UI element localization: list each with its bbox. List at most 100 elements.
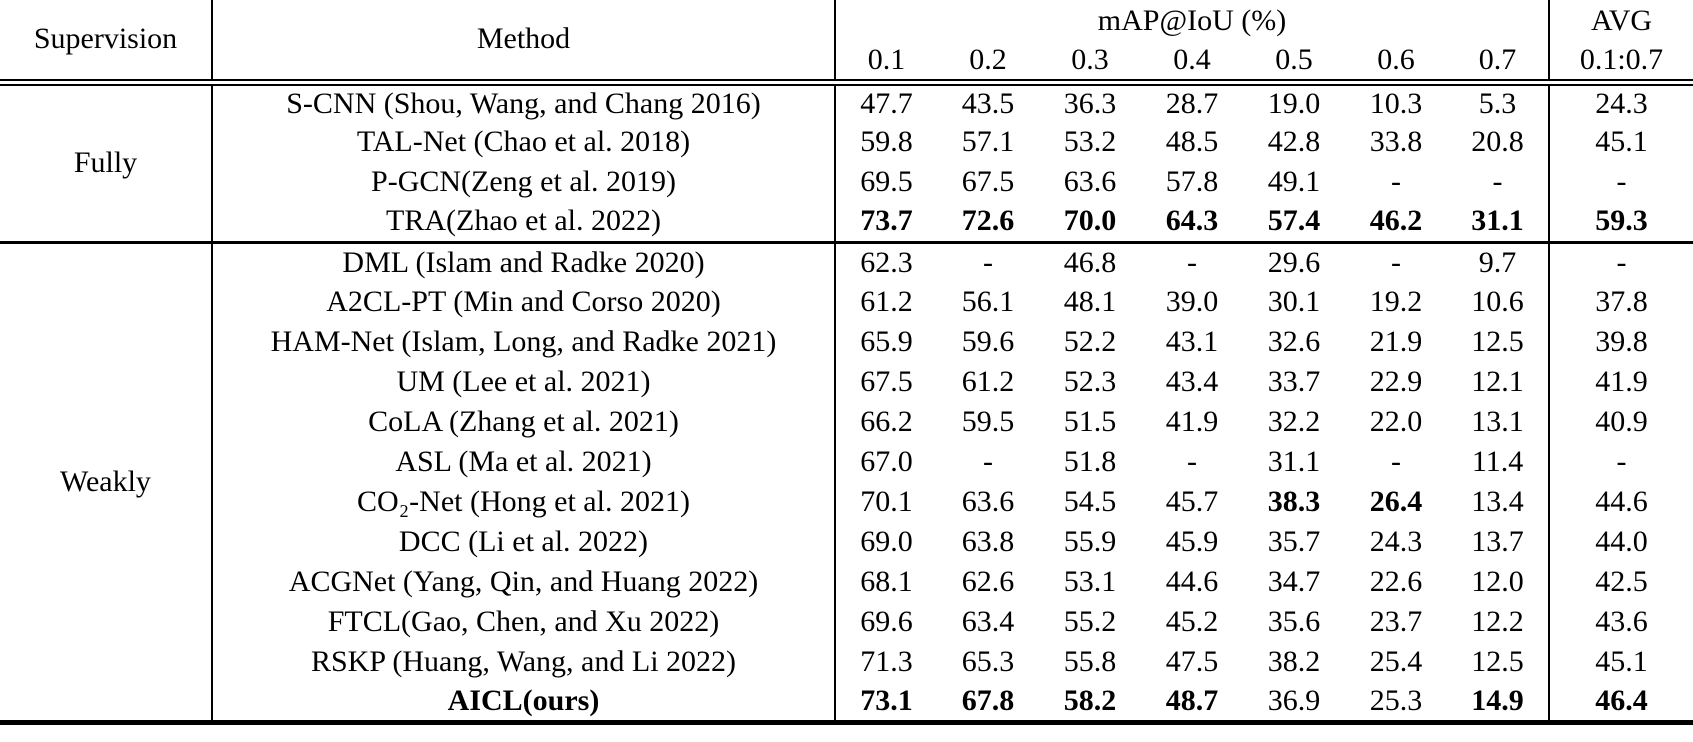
method-cell: UM (Lee et al. 2021) xyxy=(212,362,836,402)
value-cell: 23.7 xyxy=(1369,605,1423,638)
method-cell: P-GCN(Zeng et al. 2019) xyxy=(212,162,836,202)
value-cell: 31.1 xyxy=(1447,202,1551,244)
value-cell: 25.4 xyxy=(1369,645,1423,678)
value-cell: 10.6 xyxy=(1447,282,1551,322)
value-cell: 69.0 xyxy=(860,525,913,558)
value-cell: 67.5 xyxy=(860,365,913,398)
value-cell: - xyxy=(1391,445,1401,478)
value-cell: 49.1 xyxy=(1267,165,1321,198)
avg-value-cell: 40.9 xyxy=(1595,405,1648,438)
method-cell: HAM-Net (Islam, Long, and Radke 2021) xyxy=(212,322,836,362)
value-cell: 32.2 xyxy=(1267,405,1321,438)
value-cell: 63.4 xyxy=(961,605,1015,638)
table-row: HAM-Net (Islam, Long, and Radke 2021) 65.… xyxy=(0,322,1693,362)
value-cell: 61.2 xyxy=(860,285,913,318)
method-cell: DML (Islam and Radke 2020) xyxy=(212,242,836,282)
value-cell: 13.4 xyxy=(1447,482,1551,522)
value-cell: 64.3 xyxy=(1141,202,1243,244)
avg-value-cell: 44.6 xyxy=(1595,485,1648,518)
value-cell: 53.1 xyxy=(1063,565,1117,598)
value-cell: 57.8 xyxy=(1165,165,1219,198)
value-cell: 72.6 xyxy=(937,202,1039,244)
iou-tick-header: 0.1 xyxy=(835,41,937,86)
value-cell: 47.7 xyxy=(860,86,913,120)
value-cell: - xyxy=(1447,162,1551,202)
value-cell: 70.1 xyxy=(860,485,913,518)
table-row: CoLA (Zhang et al. 2021) 66.2 59.5 51.5 41.9… xyxy=(0,402,1693,442)
value-cell: 56.1 xyxy=(961,285,1015,318)
method-cell: DCC (Li et al. 2022) xyxy=(212,522,836,562)
value-cell: 14.9 xyxy=(1447,682,1551,722)
avg-value-cell: - xyxy=(1616,165,1627,198)
iou-tick-header: 0.7 xyxy=(1447,41,1551,86)
value-cell: 73.1 xyxy=(860,683,913,717)
value-cell: 53.2 xyxy=(1063,125,1117,158)
table-row: AICL(ours) 73.1 67.8 58.2 48.7 36.9 25.3 14.9 46… xyxy=(0,682,1693,722)
value-cell: 63.8 xyxy=(961,525,1015,558)
value-cell: 57.4 xyxy=(1243,202,1345,244)
table-row: ASL (Ma et al. 2021) 67.0 - 51.8 - 31.1 - 11.4 - xyxy=(0,442,1693,482)
value-cell: 57.1 xyxy=(961,125,1015,158)
value-cell: 33.7 xyxy=(1267,365,1321,398)
table-row: DCC (Li et al. 2022) 69.0 63.8 55.9 45.9 35.7… xyxy=(0,522,1693,562)
value-cell: 22.6 xyxy=(1369,565,1423,598)
avg-value-cell: 39.8 xyxy=(1595,325,1648,358)
header-row-groups: Supervision Method mAP@IoU (%) AVG xyxy=(0,0,1693,86)
value-cell: 29.6 xyxy=(1267,245,1321,279)
value-cell: 51.8 xyxy=(1063,445,1117,478)
value-cell: 35.6 xyxy=(1267,605,1321,638)
value-cell: 46.2 xyxy=(1345,202,1447,244)
value-cell: 19.2 xyxy=(1369,285,1423,318)
value-cell: 59.6 xyxy=(961,325,1015,358)
method-cell: ACGNet (Yang, Qin, and Huang 2022) xyxy=(212,562,836,602)
value-cell: 21.9 xyxy=(1369,325,1423,358)
method-cell: CoLA (Zhang et al. 2021) xyxy=(212,402,836,442)
value-cell: - xyxy=(983,245,993,279)
value-cell: 43.4 xyxy=(1165,365,1219,398)
value-cell: 58.2 xyxy=(1063,683,1117,717)
value-cell: 10.3 xyxy=(1369,86,1423,120)
value-cell: 12.5 xyxy=(1447,322,1551,362)
avg-value-cell: 43.6 xyxy=(1595,605,1648,638)
value-cell: 65.9 xyxy=(860,325,913,358)
value-cell: 12.1 xyxy=(1447,362,1551,402)
value-cell: 42.8 xyxy=(1267,125,1321,158)
table-row: CO₂-Net (Hong et al. 2021) 70.1 63.6 54.5 45… xyxy=(0,482,1693,522)
value-cell: 48.1 xyxy=(1063,285,1117,318)
table-body: Fully S-CNN (Shou, Wang, and Chang 2016) 4… xyxy=(0,82,1693,722)
value-cell: 61.2 xyxy=(961,365,1015,398)
value-cell: 66.2 xyxy=(860,405,913,438)
value-cell: 33.8 xyxy=(1369,125,1423,158)
iou-tick-header: 0.5 xyxy=(1243,41,1345,86)
value-cell: 71.3 xyxy=(860,645,913,678)
value-cell: - xyxy=(1391,245,1401,279)
value-cell: 28.7 xyxy=(1165,86,1219,120)
value-cell: 55.2 xyxy=(1063,605,1117,638)
avg-value-cell: 42.5 xyxy=(1595,565,1648,598)
iou-tick-header: 0.3 xyxy=(1039,41,1141,86)
value-cell: 12.2 xyxy=(1447,602,1551,642)
value-cell: 39.0 xyxy=(1165,285,1219,318)
avg-value-cell: 41.9 xyxy=(1595,365,1648,398)
value-cell: - xyxy=(983,445,993,478)
value-cell: 59.5 xyxy=(961,405,1015,438)
iou-tick-header: 0.2 xyxy=(937,41,1039,86)
value-cell: 26.4 xyxy=(1369,485,1423,518)
map-iou-group-header: mAP@IoU (%) xyxy=(835,0,1551,41)
value-cell: 38.2 xyxy=(1267,645,1321,678)
value-cell: 19.0 xyxy=(1267,86,1321,120)
iou-tick-header: 0.4 xyxy=(1141,41,1243,86)
table-row: P-GCN(Zeng et al. 2019) 69.5 67.5 63.6 57.8 4… xyxy=(0,162,1693,202)
value-cell: 20.8 xyxy=(1447,122,1551,162)
table-row: Fully S-CNN (Shou, Wang, and Chang 2016) 4… xyxy=(0,82,1693,244)
value-cell: 69.5 xyxy=(860,165,913,198)
value-cell: 62.6 xyxy=(961,565,1015,598)
value-cell: 34.7 xyxy=(1267,565,1321,598)
value-cell: 24.3 xyxy=(1369,525,1423,558)
supervision-group-label: Fully xyxy=(0,82,213,244)
value-cell: 43.1 xyxy=(1165,325,1219,358)
value-cell: 48.7 xyxy=(1165,683,1219,717)
avg-value-cell: 59.3 xyxy=(1549,202,1693,244)
value-cell: 32.6 xyxy=(1267,325,1321,358)
value-cell: 31.1 xyxy=(1267,445,1321,478)
